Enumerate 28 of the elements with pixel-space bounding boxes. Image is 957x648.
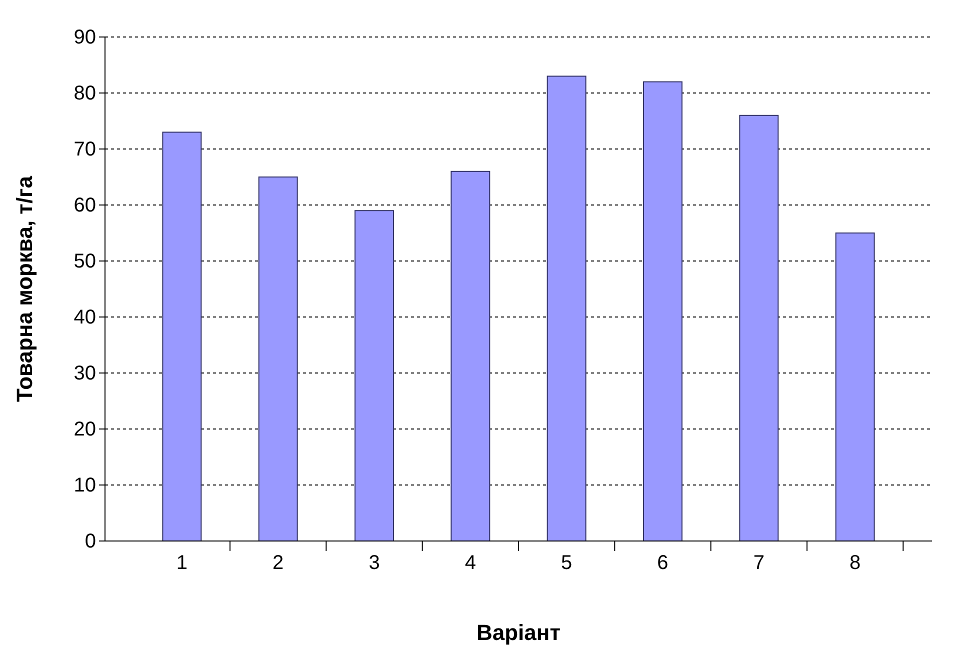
x-axis-title: Варіант	[476, 620, 561, 645]
x-tick-label: 1	[176, 552, 188, 574]
bar	[258, 176, 298, 542]
x-tick-label: 4	[464, 552, 476, 574]
bar	[739, 114, 779, 542]
bar	[354, 210, 394, 542]
x-tick-label: 8	[850, 552, 861, 574]
y-tick-label: 30	[74, 362, 96, 384]
y-tick-label: 20	[74, 418, 96, 440]
y-axis-title: Товарна морква, т/га	[12, 175, 37, 402]
bar	[835, 232, 875, 542]
x-tick-label: 3	[368, 552, 380, 574]
bar	[643, 81, 682, 542]
bar	[162, 132, 202, 542]
bar	[546, 76, 586, 542]
x-tick-label: 7	[753, 552, 764, 574]
y-tick-label: 90	[74, 26, 96, 48]
y-tick-label: 70	[74, 138, 96, 160]
x-tick-label: 6	[657, 552, 668, 574]
y-tick-label: 10	[74, 474, 96, 496]
y-tick-label: 60	[74, 194, 96, 216]
y-tick-label: 40	[74, 306, 96, 328]
bar	[450, 170, 490, 542]
y-tick-label: 50	[74, 250, 96, 272]
y-tick-label: 0	[84, 530, 96, 552]
x-tick-label: 2	[272, 552, 284, 574]
y-tick-label: 80	[74, 82, 96, 104]
x-tick-label: 5	[561, 552, 572, 574]
